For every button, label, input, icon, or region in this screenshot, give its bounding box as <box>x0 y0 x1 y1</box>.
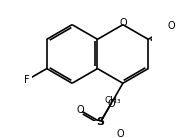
Text: S: S <box>97 117 105 127</box>
Text: F: F <box>24 75 29 85</box>
Text: O: O <box>108 99 115 109</box>
Text: O: O <box>167 21 175 31</box>
Text: O: O <box>117 129 125 138</box>
Text: CH₃: CH₃ <box>104 96 121 105</box>
Text: O: O <box>120 18 127 28</box>
Text: O: O <box>76 105 84 115</box>
